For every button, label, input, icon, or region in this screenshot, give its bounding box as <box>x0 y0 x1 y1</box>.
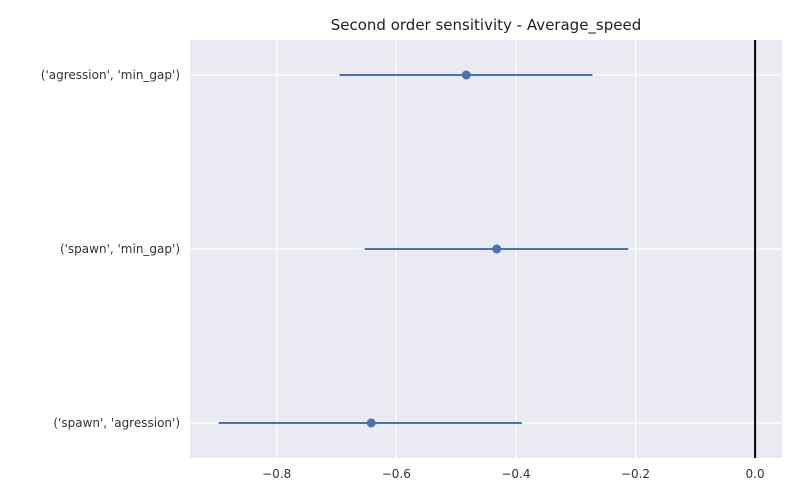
data-point <box>492 244 502 254</box>
y-tick-label: ('spawn', 'min_gap') <box>60 242 180 256</box>
x-tick-label: −0.6 <box>382 467 411 481</box>
x-tick-label: −0.2 <box>621 467 650 481</box>
x-tick-label: 0.0 <box>746 467 765 481</box>
y-tick-label: ('agression', 'min_gap') <box>41 68 180 82</box>
data-point <box>366 418 376 428</box>
x-tick-label: −0.8 <box>262 467 291 481</box>
data-point <box>461 70 471 80</box>
x-tick-label: −0.4 <box>501 467 530 481</box>
y-tick-label: ('spawn', 'agression') <box>53 416 180 430</box>
chart-title: Second order sensitivity - Average_speed <box>330 16 642 34</box>
